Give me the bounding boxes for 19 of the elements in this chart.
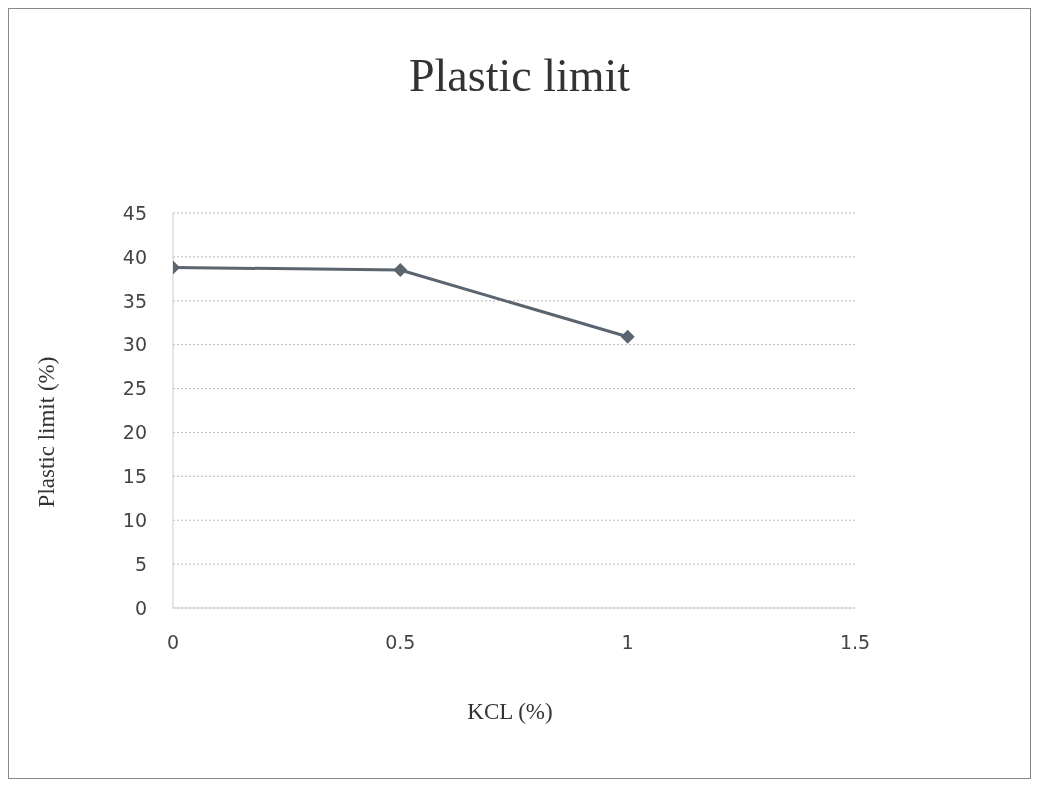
- y-tick-label: 5: [134, 552, 147, 575]
- x-tick-label: 1.5: [839, 631, 871, 654]
- x-tick-label: 1: [621, 631, 634, 654]
- y-tick-label: 15: [122, 465, 147, 488]
- y-tick-label: 40: [122, 245, 147, 268]
- y-tick-label: 25: [122, 377, 147, 400]
- y-tick-label: 10: [122, 508, 147, 531]
- y-axis-title: Plastic limit (%): [34, 355, 60, 510]
- x-tick-label: 0.5: [385, 631, 416, 654]
- y-tick-label: 45: [122, 201, 147, 224]
- y-tick-label: 35: [122, 289, 147, 312]
- y-tick-label: 0: [134, 596, 147, 619]
- x-tick-label: 0: [166, 631, 180, 654]
- x-axis-title: KCL (%): [466, 699, 554, 725]
- y-tick-label: 20: [122, 421, 147, 444]
- point: [393, 263, 408, 278]
- y-tick-label: 30: [122, 333, 147, 356]
- chart-title: Plastic limit: [407, 49, 632, 102]
- point: [620, 329, 635, 344]
